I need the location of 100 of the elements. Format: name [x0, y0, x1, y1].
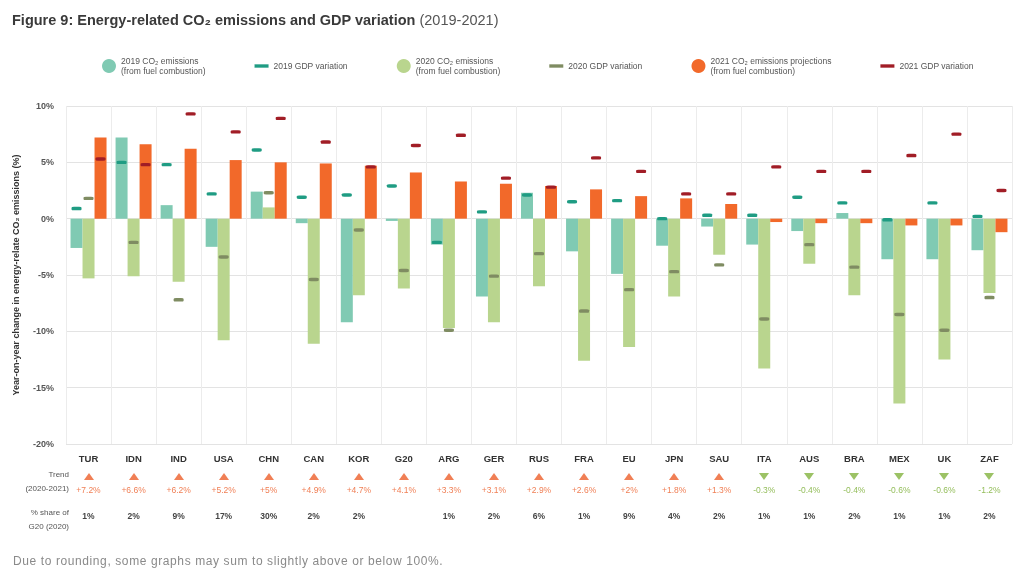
bar	[205, 218, 218, 247]
bar	[656, 218, 669, 246]
bar	[758, 218, 771, 369]
bar	[409, 172, 422, 219]
text: 9%	[172, 511, 185, 521]
legend-label: 2021 CO₂ emissions projections (from fuel combustion)	[710, 56, 832, 76]
data-label: +6.2%	[166, 485, 191, 495]
bar	[881, 218, 894, 260]
x-tick-label: ZAF	[980, 452, 999, 464]
bar	[307, 218, 320, 344]
bar	[139, 144, 152, 219]
bar	[160, 205, 173, 219]
data-label: +2.6%	[571, 485, 597, 495]
text: 2%	[127, 511, 140, 521]
y-tick-label: 0%	[40, 213, 54, 224]
bar	[352, 218, 365, 296]
data-label: +7.2%	[76, 485, 101, 495]
text: 1%	[577, 511, 591, 521]
x-tick-label: BRA	[844, 452, 865, 464]
chart-title: Figure 9: Energy-related CO₂ emissions and GDP variation	[12, 12, 416, 28]
text: Trend (2020-2021)	[24, 469, 69, 495]
text: 1%	[803, 511, 816, 521]
text: 1%	[442, 511, 456, 521]
bar	[848, 218, 861, 296]
bar	[217, 218, 230, 341]
y-tick-label: 10%	[35, 101, 54, 111]
legend-label: 2020 GDP variation	[568, 61, 643, 71]
x-tick-label: JPN	[664, 452, 684, 464]
bar	[995, 218, 1008, 233]
x-tick-label: FRA	[574, 452, 594, 464]
bar	[442, 218, 455, 328]
x-tick-label: IND	[170, 452, 187, 464]
bar	[115, 137, 128, 219]
bar	[635, 196, 648, 219]
bar	[127, 218, 140, 277]
text: 2%	[487, 511, 501, 521]
bar	[971, 218, 984, 251]
x-tick-label: AUS	[799, 452, 820, 464]
text: 1%	[82, 511, 95, 521]
bar	[533, 218, 545, 287]
y-tick-label: 5%	[40, 157, 54, 168]
text: 1%	[758, 511, 771, 521]
x-tick-label: CAN	[303, 452, 325, 464]
x-tick-label: G20	[394, 452, 413, 464]
data-label: +3.1%	[481, 485, 507, 495]
bar	[229, 160, 242, 219]
y-axis-title: Year-on-year change in energy-relate CO₂ emissions (%)	[10, 154, 21, 396]
text: 2%	[307, 511, 320, 521]
bar	[82, 218, 95, 279]
data-label: -1.2%	[978, 485, 1001, 495]
bar	[611, 218, 624, 274]
text: 2%	[983, 511, 996, 521]
text: 2%	[713, 511, 726, 521]
chart-subtitle: (2019-2021)	[419, 12, 499, 28]
data-label: -0.4%	[843, 485, 866, 495]
bar	[701, 218, 714, 227]
text: Due to rounding, some graphs may sum to slightly above or below 100%.	[13, 554, 444, 568]
bar	[487, 218, 500, 323]
x-tick-label: SAU	[709, 452, 730, 464]
bar	[791, 218, 804, 232]
text: 1%	[938, 511, 951, 521]
legend-label: 2021 GDP variation	[899, 61, 974, 71]
text: 6%	[532, 511, 546, 521]
data-label: +1.3%	[707, 485, 732, 495]
x-tick-label: KOR	[348, 452, 370, 464]
bar	[725, 204, 738, 219]
bar	[893, 218, 906, 404]
text: 1%	[893, 511, 906, 521]
legend-label: 2019 GDP variation	[273, 61, 348, 71]
bar	[746, 218, 759, 245]
bar	[454, 181, 467, 219]
bar	[938, 218, 951, 360]
bar	[803, 218, 816, 264]
y-tick-label: -10%	[32, 326, 54, 337]
data-label: -0.6%	[933, 485, 956, 495]
data-label: +3.3%	[436, 485, 462, 495]
data-label: +2%	[620, 485, 638, 495]
x-tick-label: TUR	[78, 452, 99, 464]
text: 30%	[260, 511, 278, 521]
bar	[172, 218, 185, 282]
data-label: +2.9%	[526, 485, 552, 495]
data-label: +6.6%	[121, 485, 146, 495]
bar	[983, 218, 996, 294]
bar	[836, 213, 849, 219]
bar	[475, 218, 488, 297]
bar	[250, 191, 263, 219]
x-tick-label: GER	[483, 452, 505, 464]
bar	[590, 189, 603, 219]
bar	[713, 218, 726, 255]
bar	[623, 218, 636, 348]
legend-label: 2020 CO₂ emissions (from fuel combustion)	[415, 56, 501, 76]
bar	[274, 162, 287, 219]
data-label: +1.8%	[661, 485, 687, 495]
bar	[430, 218, 443, 245]
data-label: +5%	[260, 485, 278, 495]
bar	[499, 183, 512, 219]
data-label: +4.7%	[346, 485, 371, 495]
bar	[578, 218, 591, 361]
legend-label: 2019 CO₂ emissions (from fuel combustion)	[121, 56, 206, 76]
data-label: +4.1%	[391, 485, 417, 495]
